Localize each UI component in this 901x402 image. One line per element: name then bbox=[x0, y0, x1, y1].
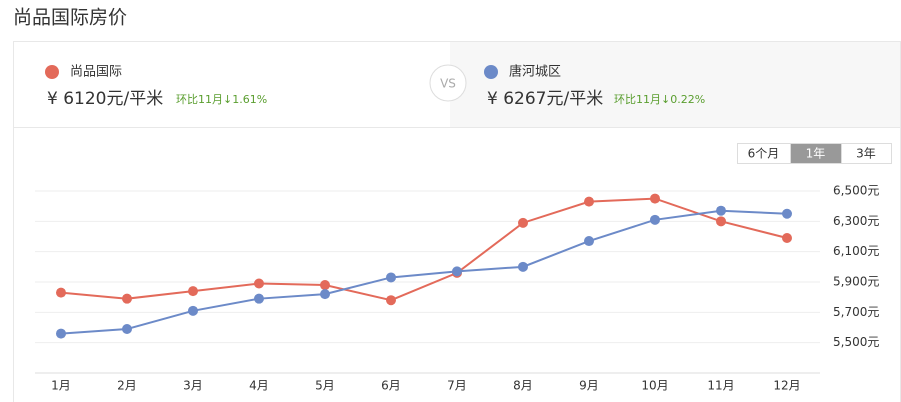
x-tick-label: 7月 bbox=[447, 379, 467, 393]
data-point bbox=[254, 293, 264, 304]
x-tick-label: 1月 bbox=[51, 379, 71, 393]
data-point bbox=[518, 217, 528, 228]
data-point bbox=[386, 272, 396, 283]
legend-dot bbox=[484, 65, 498, 79]
data-point bbox=[122, 324, 132, 335]
data-point bbox=[584, 236, 594, 247]
chart-panel bbox=[13, 127, 901, 402]
legend-dot bbox=[45, 65, 59, 79]
x-tick-label: 8月 bbox=[513, 379, 533, 393]
range-button-label[interactable]: 6个月 bbox=[748, 147, 780, 161]
data-point bbox=[518, 261, 528, 272]
y-tick-label: 6,300元 bbox=[833, 214, 879, 228]
x-tick-label: 5月 bbox=[315, 379, 335, 393]
data-point bbox=[122, 293, 132, 304]
change: 环比11月↓1.61% bbox=[176, 93, 267, 106]
data-point bbox=[584, 196, 594, 207]
x-tick-label: 11月 bbox=[707, 379, 734, 393]
y-tick-label: 5,700元 bbox=[833, 305, 879, 319]
data-point bbox=[452, 266, 462, 277]
data-point bbox=[254, 278, 264, 289]
range-button-label[interactable]: 1年 bbox=[806, 147, 826, 161]
y-tick-label: 5,500元 bbox=[833, 335, 879, 349]
x-tick-label: 6月 bbox=[381, 379, 401, 393]
data-point bbox=[782, 233, 792, 244]
y-tick-label: 6,100元 bbox=[833, 244, 879, 258]
data-point bbox=[56, 328, 66, 339]
x-tick-label: 12月 bbox=[773, 379, 800, 393]
range-button-label[interactable]: 3年 bbox=[856, 147, 876, 161]
data-point bbox=[386, 295, 396, 306]
x-tick-label: 10月 bbox=[641, 379, 668, 393]
data-point bbox=[716, 205, 726, 216]
data-point bbox=[56, 287, 66, 298]
x-tick-label: 4月 bbox=[249, 379, 269, 393]
price: ¥ 6267元/平米 bbox=[487, 89, 603, 109]
x-tick-label: 3月 bbox=[183, 379, 203, 393]
data-point bbox=[650, 193, 660, 204]
x-tick-label: 9月 bbox=[579, 379, 599, 393]
vs-label: VS bbox=[440, 77, 456, 91]
data-point bbox=[650, 214, 660, 225]
data-point bbox=[782, 208, 792, 219]
compare-right-bg bbox=[450, 42, 900, 127]
price: ¥ 6120元/平米 bbox=[47, 89, 163, 109]
data-point bbox=[188, 305, 198, 316]
x-tick-label: 2月 bbox=[117, 379, 137, 393]
data-point bbox=[716, 216, 726, 227]
page-title: 尚品国际房价 bbox=[13, 7, 127, 29]
range-button[interactable] bbox=[841, 143, 892, 164]
data-point bbox=[320, 280, 330, 291]
legend-name: 尚品国际 bbox=[70, 65, 122, 80]
data-point bbox=[320, 289, 330, 300]
data-point bbox=[188, 286, 198, 297]
legend-name: 唐河城区 bbox=[509, 64, 561, 80]
change: 环比11月↓0.22% bbox=[614, 93, 705, 106]
series-line bbox=[60, 197, 788, 302]
vs-badge bbox=[429, 64, 467, 102]
series-line bbox=[60, 209, 788, 335]
y-tick-label: 6,500元 bbox=[833, 184, 879, 198]
y-tick-label: 5,900元 bbox=[833, 275, 879, 289]
